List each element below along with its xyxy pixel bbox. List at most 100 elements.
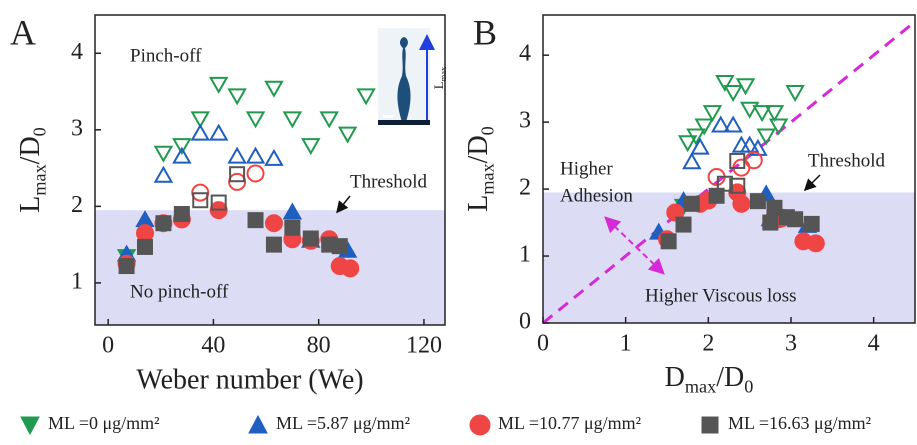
plot-frame — [542, 14, 916, 324]
data-point — [136, 224, 154, 243]
x-tick-label: 0 — [537, 331, 549, 357]
data-point — [246, 164, 265, 183]
data-point — [173, 206, 190, 223]
data-point — [729, 177, 746, 194]
plot-frame — [94, 14, 446, 326]
legend-marker — [701, 416, 719, 434]
subscript: 0 — [744, 377, 753, 397]
data-point — [739, 101, 760, 119]
data-point — [227, 146, 247, 164]
data-point — [735, 78, 756, 96]
data-point — [731, 135, 752, 153]
legend-marker — [20, 416, 40, 436]
data-point — [208, 76, 229, 94]
x-tick-label: 120 — [406, 333, 442, 359]
subscript: max — [438, 66, 448, 81]
legend-marker — [248, 414, 268, 434]
panel-label: B — [473, 12, 497, 52]
data-point — [190, 111, 210, 129]
data-point — [118, 258, 135, 275]
data-point — [690, 137, 710, 155]
data-point — [264, 214, 283, 233]
y-tick-label: 3 — [71, 115, 83, 141]
data-point — [764, 105, 785, 123]
data-point — [768, 118, 789, 136]
data-point — [739, 135, 760, 153]
data-point — [153, 145, 174, 163]
data-point — [748, 138, 768, 156]
data-point — [723, 85, 743, 103]
threshold-arrow — [803, 174, 821, 192]
data-point — [766, 199, 783, 216]
label-part: /D — [716, 362, 744, 393]
label-part: D — [665, 362, 685, 393]
y-tick-label: 4 — [71, 39, 83, 65]
legend-label: ML =0 μg/mm² — [48, 413, 160, 433]
y-tick-label: 3 — [519, 108, 531, 134]
data-point — [752, 105, 772, 123]
threshold-arrow — [336, 195, 351, 214]
data-point — [190, 123, 210, 141]
data-point — [729, 152, 746, 169]
legend-item: ML =5.87 μg/mm² — [248, 413, 410, 434]
x-tick-label: 3 — [785, 331, 797, 357]
y-tick-label: 2 — [519, 175, 531, 201]
subscript: 0 — [478, 126, 498, 135]
data-point — [785, 85, 805, 103]
data-point — [744, 151, 763, 170]
x-tick-label: 40 — [201, 333, 225, 359]
data-point — [356, 88, 376, 106]
x-tick-label: 2 — [702, 331, 714, 357]
annotation: Higher Viscous loss — [645, 285, 797, 306]
data-point — [694, 118, 714, 136]
data-point — [265, 236, 282, 253]
data-point — [803, 215, 820, 232]
legend-item: ML =10.77 μg/mm² — [469, 413, 641, 436]
y-tick-label: 1 — [71, 268, 83, 294]
data-point — [716, 175, 733, 192]
scale-bar — [383, 115, 393, 118]
data-point — [686, 128, 706, 146]
data-point — [711, 115, 731, 133]
label-part: L — [431, 81, 446, 89]
droplet — [397, 37, 411, 125]
subscript: max — [30, 164, 50, 195]
data-point — [341, 259, 360, 278]
legend-label: ML =10.77 μg/mm² — [498, 413, 641, 433]
data-point — [683, 195, 700, 212]
label-part: L — [15, 196, 46, 213]
x-tick-label: 4 — [868, 331, 880, 357]
x-tick-label: 1 — [620, 331, 632, 357]
data-point — [208, 123, 229, 141]
data-point — [708, 187, 725, 204]
y-axis-label: Lmax/D0 — [15, 127, 49, 213]
data-point — [682, 152, 702, 170]
data-point — [137, 238, 153, 255]
data-point — [264, 148, 284, 166]
data-point — [172, 146, 192, 164]
data-point — [227, 88, 247, 106]
data-point — [282, 111, 303, 129]
trend-arrow — [604, 216, 665, 275]
data-point — [666, 203, 685, 222]
data-point — [245, 111, 266, 129]
data-point — [715, 74, 735, 92]
y-axis-label: Lmax/D0 — [463, 126, 497, 212]
data-point — [210, 194, 227, 211]
data-point — [723, 115, 743, 133]
data-point — [302, 230, 319, 247]
legend-label: ML =16.63 μg/mm² — [728, 413, 871, 433]
x-tick-label: 80 — [307, 333, 331, 359]
data-point — [284, 219, 301, 236]
panel-label: A — [10, 12, 36, 52]
annotation: No pinch-off — [130, 281, 229, 302]
x-axis-label: Dmax/D0 — [665, 362, 754, 396]
annotation: Threshold — [808, 150, 886, 171]
annotation: Higher — [560, 158, 613, 179]
label-part: /D — [15, 136, 46, 164]
data-point — [702, 105, 723, 123]
data-point — [337, 126, 358, 144]
y-tick-label: 0 — [519, 309, 531, 335]
data-point — [787, 211, 804, 228]
